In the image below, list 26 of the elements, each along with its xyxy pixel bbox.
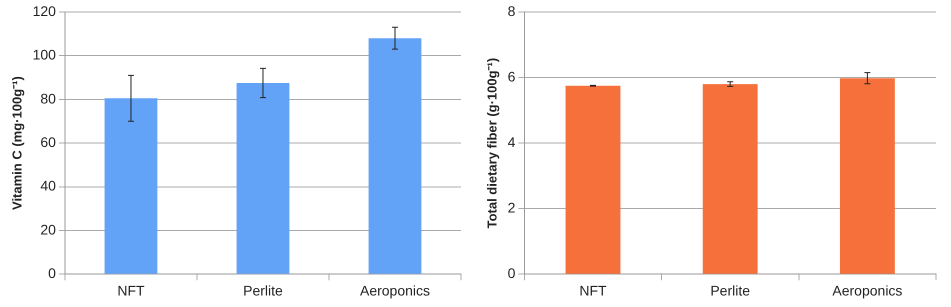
- y-tick-label: 4: [508, 134, 516, 150]
- bar: [840, 78, 895, 274]
- y-tick-label: 20: [40, 221, 56, 238]
- y-tick-label: 100: [32, 46, 56, 63]
- bar: [236, 83, 290, 274]
- y-tick-label: 120: [32, 2, 56, 19]
- y-tick-label: 60: [40, 134, 56, 150]
- x-tick-label: Perlite: [710, 282, 750, 298]
- bar: [702, 84, 758, 274]
- x-tick-label: Perlite: [243, 282, 284, 298]
- y-tick-label: 8: [508, 2, 516, 19]
- y-tick-label: 2: [508, 200, 516, 216]
- y-axis-title: Total dietary fiber (g·100g⁻¹): [484, 58, 500, 228]
- bar: [104, 98, 158, 274]
- x-tick-label: Aeroponics: [360, 282, 430, 298]
- y-tick-label: 0: [508, 265, 516, 282]
- x-tick-label: NFT: [117, 282, 146, 298]
- y-tick-label: 40: [40, 178, 56, 194]
- x-tick-label: Aeroponics: [832, 282, 902, 298]
- bar: [566, 86, 620, 274]
- y-tick-label: 0: [48, 265, 56, 282]
- x-tick-label: NFT: [579, 282, 608, 298]
- bar: [368, 38, 422, 274]
- y-tick-label: 6: [508, 68, 516, 84]
- y-tick-label: 80: [40, 90, 56, 106]
- y-axis-title: Vitamin C (mg·100g⁻¹): [9, 76, 24, 210]
